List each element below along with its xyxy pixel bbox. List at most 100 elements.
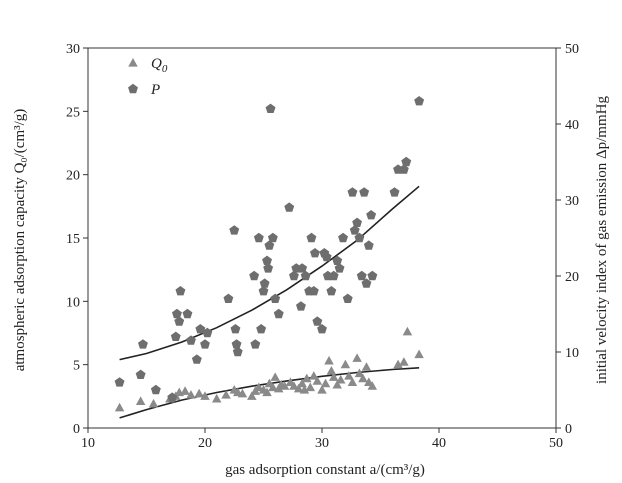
p-point bbox=[263, 263, 274, 273]
series-q0 bbox=[114, 326, 424, 412]
q0-point bbox=[237, 388, 248, 398]
q0-point bbox=[305, 382, 316, 392]
p-point bbox=[230, 324, 241, 334]
p-point bbox=[328, 270, 339, 281]
y-right-tick-label: 20 bbox=[565, 270, 579, 285]
p-point bbox=[264, 240, 275, 250]
q0-point bbox=[354, 368, 365, 378]
x-tick-label: 10 bbox=[81, 436, 95, 451]
p-point bbox=[366, 210, 377, 220]
p-point bbox=[150, 384, 161, 395]
q0-point bbox=[361, 362, 372, 371]
p-point bbox=[354, 232, 365, 243]
p-point bbox=[296, 301, 306, 311]
p-point bbox=[273, 308, 284, 319]
q0-point bbox=[317, 385, 327, 394]
x-tick-label: 40 bbox=[432, 436, 446, 451]
p-point bbox=[186, 335, 196, 345]
p-point bbox=[265, 103, 276, 113]
y-right-axis-ticks: 0 10 20 30 40 50 bbox=[556, 42, 579, 437]
p-point bbox=[259, 278, 270, 288]
p-point bbox=[135, 369, 146, 379]
y-left-tick-label: 5 bbox=[73, 359, 80, 374]
p-point bbox=[363, 240, 374, 250]
y-left-tick-label: 15 bbox=[66, 232, 80, 247]
y-left-axis-ticks: 0 5 10 15 20 25 30 bbox=[66, 42, 88, 437]
p-point bbox=[253, 232, 264, 243]
p-point bbox=[359, 187, 370, 197]
p-point bbox=[232, 346, 243, 357]
p-point bbox=[300, 270, 311, 281]
p-point bbox=[138, 339, 148, 349]
y-left-axis-label: atmospheric adsorption capacity Q₀/(cm³/… bbox=[12, 109, 28, 372]
y-right-tick-label: 50 bbox=[565, 42, 579, 57]
q0-point bbox=[148, 398, 159, 408]
p-point bbox=[200, 339, 210, 349]
y-right-axis-label: initial velocity index of gas emission Δ… bbox=[594, 96, 610, 384]
q0-point bbox=[276, 379, 286, 389]
p-point bbox=[342, 293, 353, 303]
q0-point bbox=[358, 373, 368, 383]
p-point bbox=[352, 217, 362, 227]
p-point bbox=[389, 187, 400, 197]
p-point bbox=[401, 156, 412, 167]
q0-point bbox=[270, 372, 280, 381]
p-point bbox=[326, 286, 337, 296]
q0-point bbox=[335, 374, 346, 384]
p-point bbox=[231, 339, 242, 349]
series-p bbox=[114, 96, 425, 402]
p-point bbox=[175, 286, 186, 296]
p-point bbox=[361, 278, 372, 288]
legend: Q0 P bbox=[128, 56, 168, 98]
q0-point bbox=[347, 377, 358, 386]
q0-point bbox=[309, 371, 319, 380]
p-point bbox=[399, 164, 409, 174]
q0-point bbox=[344, 371, 354, 380]
p-point bbox=[249, 270, 260, 281]
p-point bbox=[289, 270, 299, 281]
data-points bbox=[114, 96, 425, 412]
q0-point bbox=[262, 387, 272, 397]
plot-frame bbox=[87, 47, 557, 429]
y-left-tick-label: 10 bbox=[66, 295, 80, 310]
q0-point bbox=[326, 366, 337, 375]
p-point bbox=[191, 354, 202, 364]
q0-point bbox=[402, 326, 413, 336]
p-point bbox=[321, 251, 332, 262]
q0-point bbox=[324, 355, 334, 365]
p-point bbox=[317, 324, 327, 334]
p-point bbox=[202, 327, 213, 338]
p-point bbox=[167, 392, 178, 402]
p-point bbox=[172, 308, 182, 319]
q0-point bbox=[352, 353, 362, 362]
x-axis-label: gas adsorption constant a/(cm³/g) bbox=[225, 462, 425, 478]
p-point bbox=[174, 316, 185, 326]
x-axis-ticks: 10 20 30 40 50 bbox=[81, 428, 563, 451]
p-point bbox=[308, 286, 319, 296]
y-left-tick-label: 25 bbox=[66, 105, 80, 120]
q0-point bbox=[135, 396, 146, 405]
q0-point bbox=[200, 391, 210, 400]
p-point bbox=[223, 293, 234, 303]
p-point bbox=[262, 255, 272, 265]
p-point bbox=[349, 225, 360, 235]
p-point bbox=[267, 232, 278, 243]
p-point bbox=[270, 293, 281, 303]
y-left-tick-label: 20 bbox=[66, 169, 80, 184]
fit-line-p bbox=[119, 185, 420, 361]
q0-point bbox=[332, 379, 342, 389]
legend-p-label: P bbox=[150, 82, 160, 98]
q0-point bbox=[289, 381, 299, 390]
q0-point bbox=[299, 385, 310, 394]
p-point bbox=[229, 225, 240, 235]
q0-point bbox=[254, 382, 264, 392]
y-right-tick-label: 0 bbox=[565, 422, 572, 437]
p-point bbox=[170, 331, 181, 341]
q0-point bbox=[393, 359, 403, 369]
y-left-tick-label: 30 bbox=[66, 42, 80, 57]
p-point bbox=[258, 286, 269, 296]
p-point bbox=[114, 377, 125, 387]
q0-point bbox=[302, 373, 312, 383]
q0-point bbox=[328, 372, 339, 381]
